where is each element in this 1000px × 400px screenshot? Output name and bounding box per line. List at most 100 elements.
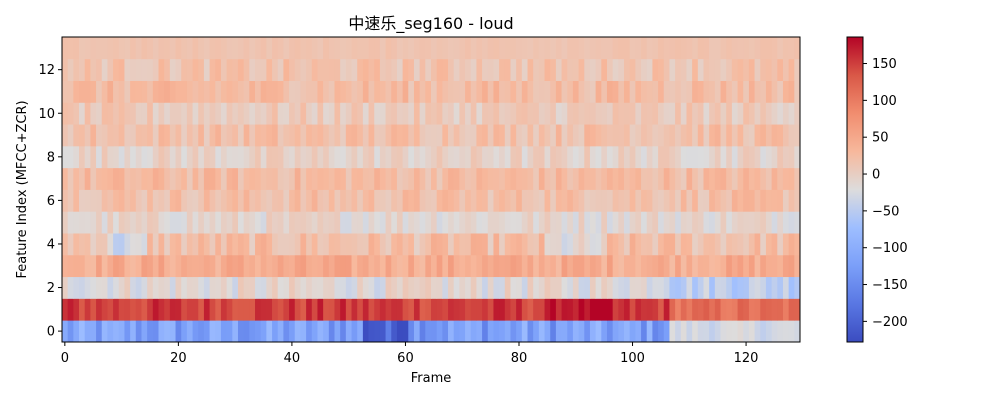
heatmap-cell: [470, 211, 477, 234]
heatmap-cell: [203, 211, 210, 234]
heatmap-cell: [62, 124, 69, 147]
heatmap-cell: [663, 145, 670, 169]
heatmap-cell: [266, 276, 273, 299]
heatmap-cell: [374, 211, 381, 234]
heatmap-cell: [158, 145, 165, 169]
heatmap-cell: [181, 320, 188, 343]
heatmap-cell: [794, 37, 801, 60]
heatmap-cell: [215, 58, 222, 81]
heatmap-cell: [675, 298, 682, 321]
heatmap-cell: [765, 145, 773, 169]
heatmap-cell: [584, 320, 591, 343]
heatmap-cell: [67, 211, 74, 234]
heatmap-cell: [726, 58, 733, 81]
heatmap-cell: [215, 189, 222, 212]
heatmap-cell: [476, 320, 483, 343]
heatmap-cell: [124, 167, 131, 190]
heatmap-cell: [589, 298, 597, 321]
heatmap-cell: [465, 145, 472, 169]
heatmap-cell: [782, 320, 790, 343]
heatmap-cell: [544, 320, 551, 343]
heatmap-cell: [487, 145, 494, 169]
heatmap-cell: [90, 145, 97, 169]
heatmap-cell: [675, 320, 682, 343]
heatmap-cell: [62, 276, 69, 299]
heatmap-cell: [635, 189, 642, 212]
heatmap-cell: [680, 58, 687, 81]
heatmap-cell: [413, 124, 421, 147]
heatmap-cell: [521, 276, 528, 299]
heatmap-cell: [186, 189, 193, 212]
y-tick-label: 8: [47, 150, 55, 165]
heatmap-cell: [584, 276, 591, 299]
heatmap-cell: [765, 320, 773, 343]
heatmap-cell: [118, 320, 125, 343]
heatmap-cell: [141, 80, 148, 103]
heatmap-cell: [84, 58, 91, 81]
heatmap-cell: [720, 189, 727, 212]
heatmap-cell: [510, 58, 517, 81]
heatmap-cell: [311, 320, 318, 343]
heatmap-cell: [402, 254, 409, 278]
heatmap-cell: [402, 211, 409, 234]
heatmap-cell: [408, 37, 415, 60]
heatmap-cell: [323, 276, 330, 299]
heatmap-cell: [419, 211, 426, 234]
heatmap-cell: [578, 320, 585, 343]
heatmap-cell: [459, 124, 466, 147]
heatmap-cell: [788, 37, 795, 60]
heatmap-cell: [493, 37, 500, 60]
heatmap-cell: [584, 37, 591, 60]
heatmap-cell: [550, 254, 557, 278]
heatmap-cell: [624, 233, 631, 256]
heatmap-cell: [470, 233, 477, 256]
heatmap-cell: [385, 102, 392, 125]
heatmap-cell: [635, 145, 642, 169]
heatmap-cell: [459, 298, 466, 321]
heatmap-cell: [413, 320, 421, 343]
heatmap-cell: [567, 37, 574, 60]
heatmap-cell: [413, 189, 421, 212]
heatmap-cell: [385, 124, 392, 147]
heatmap-cell: [436, 320, 443, 343]
heatmap-cell: [243, 124, 250, 147]
heatmap-cell: [669, 37, 676, 60]
heatmap-cell: [431, 37, 438, 60]
heatmap-cell: [408, 102, 415, 125]
heatmap-cell: [328, 124, 335, 147]
heatmap-cell: [533, 145, 540, 169]
heatmap-cell: [340, 276, 347, 299]
heatmap-cell: [408, 211, 415, 234]
heatmap-cell: [255, 124, 262, 147]
heatmap-cell: [436, 298, 443, 321]
heatmap-cell: [459, 102, 466, 125]
heatmap-cell: [340, 189, 347, 212]
heatmap-cell: [538, 102, 545, 125]
heatmap-cell: [663, 233, 670, 256]
heatmap-cell: [249, 211, 256, 234]
heatmap-cell: [697, 58, 704, 81]
heatmap-cell: [113, 276, 120, 299]
heatmap-cell: [277, 37, 284, 60]
heatmap-cell: [714, 189, 721, 212]
heatmap-cell: [158, 124, 165, 147]
heatmap-cell: [595, 298, 602, 321]
heatmap-cell: [510, 124, 517, 147]
heatmap-cell: [266, 211, 273, 234]
heatmap-cell: [192, 189, 199, 212]
heatmap-cell: [504, 80, 511, 103]
heatmap-cell: [249, 37, 256, 60]
heatmap-cell: [385, 189, 392, 212]
heatmap-cell: [226, 167, 233, 190]
heatmap-cell: [663, 167, 670, 190]
heatmap-cell: [396, 211, 404, 234]
heatmap-cell: [612, 276, 619, 299]
heatmap-cell: [748, 320, 755, 343]
heatmap-cell: [118, 189, 125, 212]
heatmap-cell: [158, 276, 165, 299]
heatmap-cell: [788, 320, 795, 343]
heatmap-cell: [760, 80, 767, 103]
heatmap-cell: [714, 145, 721, 169]
heatmap-cell: [79, 233, 86, 256]
heatmap-cell: [351, 102, 358, 125]
